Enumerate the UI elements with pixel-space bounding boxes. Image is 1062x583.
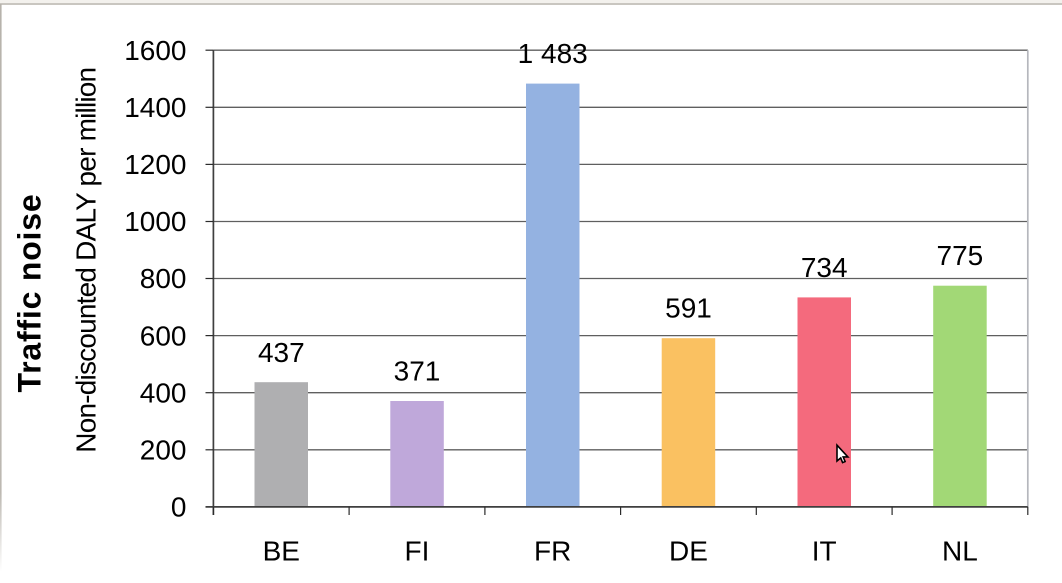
svg-text:1600: 1600 (124, 35, 186, 66)
svg-text:BE: BE (263, 536, 300, 567)
svg-text:734: 734 (801, 252, 848, 283)
svg-text:1400: 1400 (124, 92, 186, 123)
svg-text:IT: IT (812, 536, 837, 567)
svg-text:591: 591 (665, 293, 712, 324)
svg-text:1 483: 1 483 (518, 38, 588, 69)
svg-text:NL: NL (942, 536, 978, 567)
svg-text:437: 437 (258, 337, 305, 368)
svg-text:400: 400 (140, 377, 187, 408)
svg-text:0: 0 (171, 492, 187, 523)
svg-text:371: 371 (394, 356, 441, 387)
svg-text:Non-discounted DALY per millio: Non-discounted DALY per million (71, 68, 102, 453)
svg-text:FR: FR (534, 536, 571, 567)
svg-text:800: 800 (140, 263, 187, 294)
svg-text:200: 200 (140, 435, 187, 466)
svg-text:Traffic noise: Traffic noise (12, 194, 48, 393)
svg-text:1000: 1000 (124, 206, 186, 237)
svg-text:775: 775 (937, 240, 984, 271)
svg-text:1200: 1200 (124, 149, 186, 180)
svg-text:DE: DE (669, 536, 708, 567)
svg-text:FI: FI (405, 536, 430, 567)
svg-text:600: 600 (140, 320, 187, 351)
